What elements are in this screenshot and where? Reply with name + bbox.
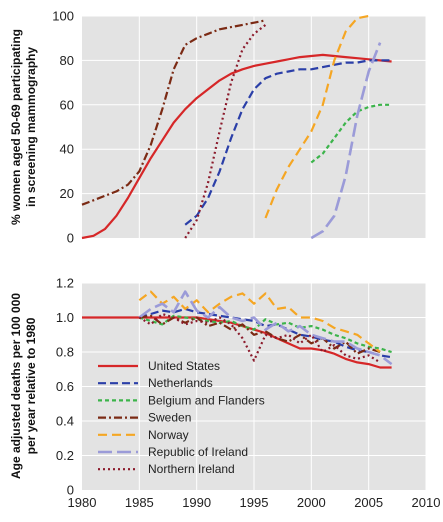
bot-ytick-label-2: 0.4 [56,414,74,429]
xtick-label-2: 1990 [182,495,211,510]
top-y-tick-labels: 0 20 40 60 80 100 [52,9,74,246]
top-panel: 0 20 40 60 80 100 % women aged 50-69 particip… [9,9,427,246]
bot-ytick-label-1: 0.2 [56,448,74,463]
top-ytick-label-4: 80 [60,53,74,68]
top-ytick-label-3: 60 [60,97,74,112]
top-ytick-label-2: 40 [60,142,74,157]
top-series-se [81,19,266,206]
bot-series-us [82,316,392,369]
bot-series-no [138,290,381,353]
top-ytick-label-5: 100 [52,9,74,24]
bot-series-se [139,314,381,355]
bottom-ylabel-line2: per year relative to 1980 [24,317,38,454]
legend-label-nl: Netherlands [148,376,213,390]
top-series-no [264,14,369,219]
top-series-be [310,103,392,164]
top-gridlines [82,15,427,238]
bot-series-ie [138,290,393,366]
bot-series-nl [138,307,392,359]
top-ylabel-line2: in screening mammography [24,47,38,207]
bot-ytick-label-4: 0.8 [56,345,74,360]
top-ylabel-line1: % women aged 50-69 participating [9,29,23,225]
legend-label-be: Belgium and Flanders [148,393,265,407]
bottom-series-lines [82,290,393,369]
legend-label-ie: Republic of Ireland [148,445,248,459]
xtick-label-3: 1995 [240,495,269,510]
bot-ytick-label-3: 0.6 [56,379,74,394]
xtick-label-1: 1985 [125,495,154,510]
legend: United States Netherlands Belgium and Flan… [98,359,265,476]
bot-series-ni [138,312,381,364]
bot-series-be [138,314,392,354]
bottom-y-tick-labels: 0 0.2 0.4 0.6 0.8 1.0 1.2 [56,276,74,498]
x-tick-labels: 1980 1985 1990 1995 2000 2005 2010 [68,495,441,510]
bot-ytick-label-0: 0 [67,483,74,498]
bot-ytick-label-5: 1.0 [56,310,74,325]
bottom-panel: 0 0.2 0.4 0.6 0.8 1.0 1.2 1980 1985 1990 1995 2000… [9,276,440,511]
xtick-label-0: 1980 [68,495,97,510]
top-series-lines [81,14,392,240]
xtick-label-5: 2005 [354,495,383,510]
xtick-label-4: 2000 [297,495,326,510]
top-ytick-label-1: 20 [60,186,74,201]
bot-ytick-label-6: 1.2 [56,276,74,291]
legend-label-us: United States [148,359,220,373]
top-series-nl [184,59,392,226]
legend-label-no: Norway [148,428,189,442]
xtick-label-6: 2010 [412,495,441,510]
legend-label-se: Sweden [148,411,191,425]
bottom-ylabel-line1: Age adjusted deaths per 100 000 [9,293,23,479]
top-series-ie [310,42,382,240]
legend-label-ni: Northern Ireland [148,462,235,476]
top-series-us [81,53,392,240]
top-ytick-label-0: 0 [67,231,74,246]
